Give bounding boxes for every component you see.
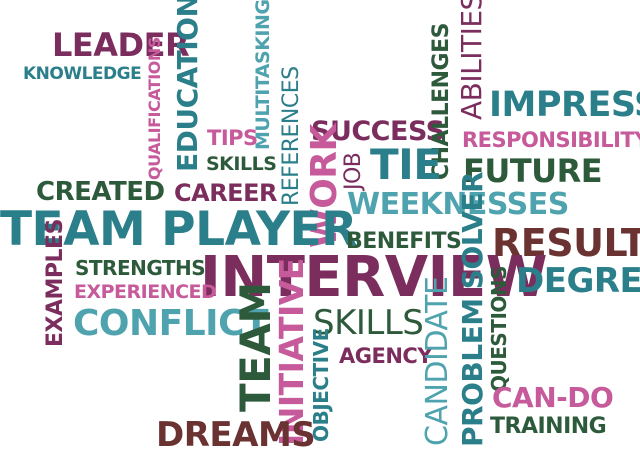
word-candidate: CANDIDATE	[420, 276, 455, 446]
word-education: EDUCATION	[171, 0, 204, 172]
word-tips: TIPS	[207, 126, 258, 150]
word-conflict: CONFLICT	[73, 303, 269, 344]
word-success: SUCCESS	[311, 116, 445, 147]
word-impress: IMPRESS	[489, 85, 640, 125]
word-agency: AGENCY	[339, 344, 433, 368]
word-career: CAREER	[174, 179, 277, 207]
word-training: TRAINING	[490, 414, 607, 439]
word-weeknesses: WEEKNESSES	[347, 187, 569, 222]
word-skills-large: SKILLS	[313, 303, 424, 343]
word-benefits: BENEFITS	[346, 229, 462, 254]
word-questions: QUESTIONS	[487, 265, 511, 392]
word-abilities: ABILITIES	[455, 0, 488, 120]
word-strengths: STRENGTHS	[75, 256, 206, 280]
word-interview: INTERVIEW	[200, 245, 547, 310]
word-experienced: EXPERIENCED	[74, 281, 217, 303]
word-knowledge: KNOWLEDGE	[23, 64, 142, 84]
word-qualifications: QUALIFICATIONS	[145, 37, 164, 180]
word-team-player: TEAM PLAYER	[0, 202, 357, 257]
word-job: JOB	[341, 152, 366, 190]
word-team: TEAM	[231, 282, 280, 412]
word-created: CREATED	[36, 177, 165, 207]
word-references: REFERENCES	[279, 66, 304, 206]
word-skills-small: SKILLS	[206, 153, 277, 175]
word-dreams: DREAMS	[156, 415, 316, 455]
word-future: FUTURE	[463, 152, 603, 190]
word-tie: TIE	[370, 140, 442, 189]
word-can-do: CAN-DO	[492, 381, 614, 414]
word-examples: EXAMPLES	[43, 219, 68, 347]
word-responsibility: RESPONSIBILITY	[462, 128, 640, 152]
word-leader: LEADER	[52, 26, 190, 64]
word-problem-solver: PROBLEM SOLVER	[456, 171, 489, 447]
